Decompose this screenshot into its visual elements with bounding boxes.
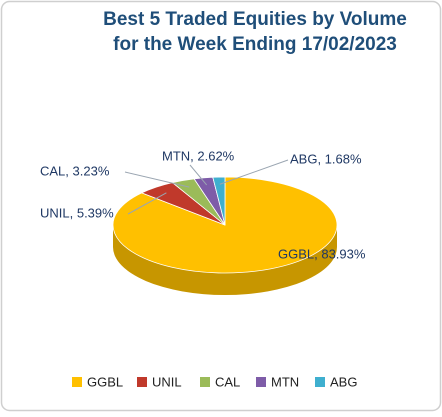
legend-swatch: [72, 377, 82, 387]
legend-label: ABG: [330, 374, 357, 389]
leader-line: [127, 192, 167, 215]
legend-swatch: [137, 377, 147, 387]
legend-swatch: [315, 377, 325, 387]
data-label: UNIL, 5.39%: [40, 205, 114, 220]
leader-line: [124, 171, 190, 188]
legend-label: UNIL: [152, 374, 182, 389]
data-label: MTN, 2.62%: [162, 148, 235, 163]
leader-line: [219, 159, 289, 185]
data-label: GGBL, 83.93%: [278, 246, 366, 261]
data-label: ABG, 1.68%: [290, 151, 362, 166]
slice: [212, 176, 226, 226]
legend-label: GGBL: [87, 374, 123, 389]
leader-line: [189, 164, 208, 186]
legend-swatch: [200, 377, 210, 387]
legend-label: MTN: [271, 374, 299, 389]
chart-title: for the Week Ending 17/02/2023: [113, 34, 397, 55]
data-label: CAL, 3.23%: [40, 163, 110, 178]
legend-swatch: [256, 377, 266, 387]
slice-side: [113, 225, 337, 295]
chart-title: Best 5 Traded Equities by Volume: [103, 9, 407, 30]
legend-label: CAL: [215, 374, 240, 389]
